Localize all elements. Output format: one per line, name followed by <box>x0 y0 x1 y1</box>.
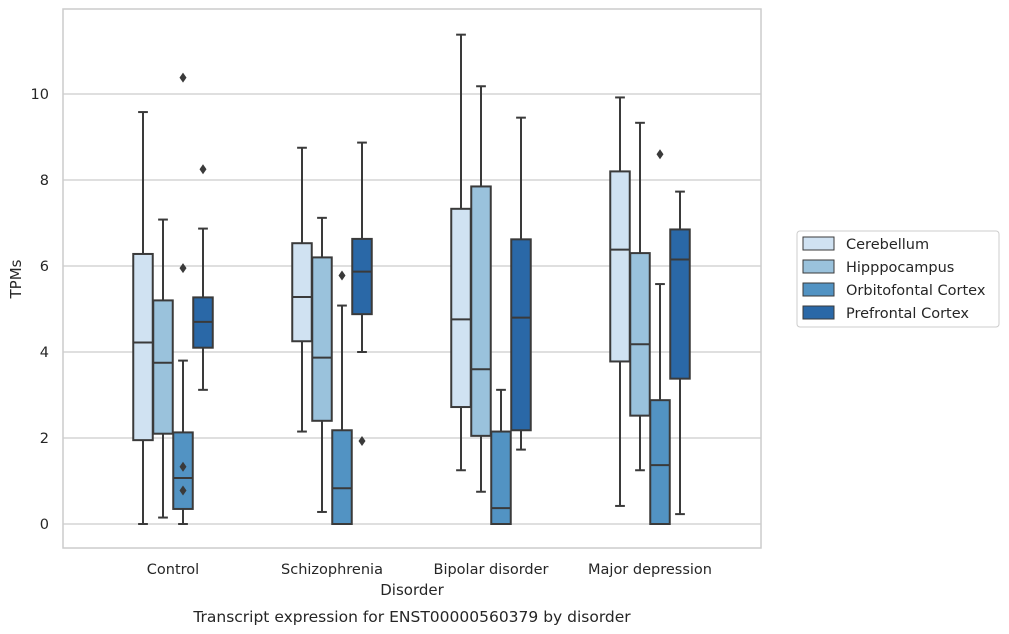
outlier-point <box>338 270 346 281</box>
series-1 <box>132 33 631 525</box>
legend-swatch <box>802 282 835 297</box>
box-group <box>132 111 154 525</box>
outlier-point <box>179 263 187 274</box>
legend-frame <box>796 230 1000 328</box>
box-group <box>609 96 631 507</box>
series-2 <box>152 85 651 519</box>
x-tick-label: Major depression <box>588 562 712 578</box>
plot-area <box>132 33 691 526</box>
legend-item: Hipppocampus <box>802 259 954 276</box>
y-tick-label: 4 <box>40 345 49 361</box>
x-axis-label: Disorder <box>380 581 444 599</box>
box-group <box>450 33 472 472</box>
legend: Cerebellum Hipppocampus Orbitofontal Corte… <box>796 230 1000 328</box>
box-group <box>311 216 333 513</box>
x-tick-label: Control <box>147 562 199 578</box>
box-group <box>172 72 194 525</box>
box <box>510 238 532 432</box>
x-tick-label: Schizophrenia <box>281 562 383 578</box>
legend-item: Prefrontal Cortex <box>802 305 969 322</box>
box-group <box>152 218 174 519</box>
box <box>609 170 631 363</box>
legend-swatch <box>802 236 835 251</box>
box <box>629 252 651 417</box>
legend-swatch <box>802 305 835 320</box>
outlier-point <box>179 461 187 472</box>
y-axis-label: TPMs <box>7 259 25 299</box>
legend-label: Hipppocampus <box>846 260 954 276</box>
box-group <box>669 190 691 516</box>
outlier-point <box>179 72 187 83</box>
plot-frame <box>62 8 762 549</box>
box-group <box>351 141 373 447</box>
box-group <box>490 388 512 525</box>
y-tick-label: 2 <box>40 431 49 447</box>
legend-label: Cerebellum <box>846 237 929 253</box>
x-tick-label: Bipolar disorder <box>434 562 549 578</box>
box <box>311 256 333 422</box>
y-tick-label: 0 <box>40 517 49 533</box>
box <box>351 237 373 316</box>
legend-swatch <box>802 259 835 274</box>
box <box>490 430 512 525</box>
y-tick-label: 8 <box>40 173 49 189</box>
box <box>291 242 313 343</box>
x-axis-ticks: Control Schizophrenia Bipolar disorder Majo… <box>147 562 712 578</box>
chart-title: Transcript expression for ENST0000056037… <box>192 608 631 626</box>
y-tick-label: 6 <box>40 259 49 275</box>
series-3 <box>172 72 671 526</box>
box <box>450 207 472 409</box>
box <box>331 429 353 526</box>
box <box>649 399 671 525</box>
y-axis-ticks: 0 2 4 6 8 10 <box>31 87 49 533</box>
series-4 <box>192 116 691 516</box>
outlier-point <box>179 485 187 496</box>
box-group <box>192 164 214 391</box>
box-group <box>470 85 492 493</box>
box <box>132 252 154 442</box>
legend-label: Orbitofontal Cortex <box>846 283 986 299</box>
legend-label: Prefrontal Cortex <box>846 306 969 322</box>
box-group <box>331 270 353 526</box>
box <box>470 185 492 437</box>
box <box>669 228 691 380</box>
box-group <box>291 146 313 433</box>
box-group <box>510 116 532 451</box>
outlier-point <box>199 164 207 175</box>
box <box>152 299 174 435</box>
y-tick-label: 10 <box>31 87 49 103</box>
box-group <box>629 121 651 472</box>
box-group <box>649 149 671 525</box>
outlier-point <box>358 436 366 447</box>
outlier-point <box>656 149 664 160</box>
legend-item: Orbitofontal Cortex <box>802 282 986 299</box>
legend-item: Cerebellum <box>802 236 929 253</box>
